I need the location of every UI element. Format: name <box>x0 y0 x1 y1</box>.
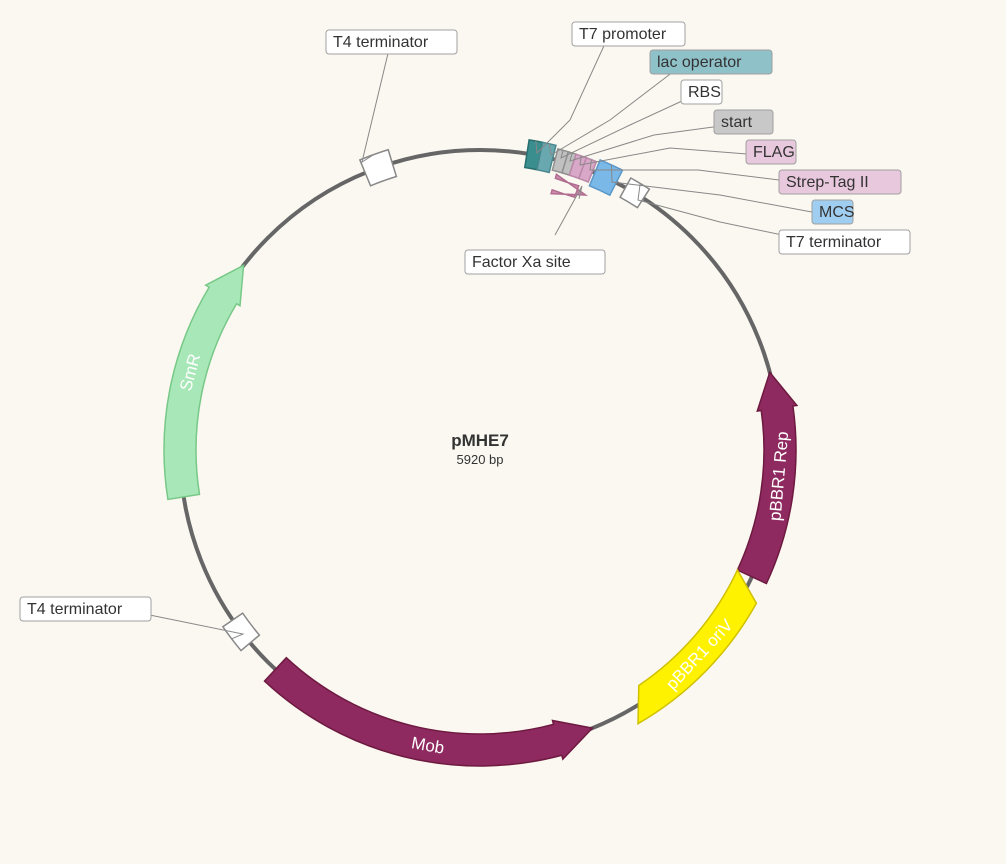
svg-text:pBBR1 oriV: pBBR1 oriV <box>662 615 737 693</box>
label-t4-term-1[interactable]: T4 terminator <box>326 30 457 54</box>
svg-text:T4 terminator: T4 terminator <box>333 34 429 51</box>
svg-text:T7 terminator: T7 terminator <box>786 234 882 251</box>
label-mcs[interactable]: MCS <box>812 200 855 224</box>
label-lac-op[interactable]: lac operator <box>650 50 772 74</box>
feature-t4-term-1[interactable] <box>360 150 397 186</box>
leader-start <box>570 125 728 161</box>
svg-text:Factor Xa site: Factor Xa site <box>472 254 571 271</box>
leader-t7-prom <box>536 37 608 153</box>
plasmid-map: pMHE75920 bppBBR1 ReppBBR1 oriVMobSmRT4 … <box>0 0 1006 864</box>
label-factor-xa[interactable]: Factor Xa site <box>465 250 605 274</box>
label-strep[interactable]: Strep-Tag II <box>779 170 901 194</box>
svg-text:T7 promoter: T7 promoter <box>579 26 667 43</box>
svg-text:T4 terminator: T4 terminator <box>27 601 123 618</box>
svg-text:FLAG: FLAG <box>753 144 795 161</box>
svg-text:Strep-Tag II: Strep-Tag II <box>786 174 869 191</box>
label-t7-term[interactable]: T7 terminator <box>779 230 910 254</box>
label-t7-prom[interactable]: T7 promoter <box>572 22 685 46</box>
feature-t7-term[interactable] <box>620 178 649 208</box>
label-t4-term-2[interactable]: T4 terminator <box>20 597 151 621</box>
plasmid-name: pMHE7 <box>451 431 509 450</box>
svg-text:lac operator: lac operator <box>657 54 742 71</box>
label-flag[interactable]: FLAG <box>746 140 796 164</box>
label-start[interactable]: start <box>714 110 773 134</box>
feature-smr[interactable] <box>164 265 244 499</box>
svg-text:RBS: RBS <box>688 84 721 101</box>
svg-text:MCS: MCS <box>819 204 855 221</box>
label-rbs[interactable]: RBS <box>681 80 722 104</box>
leader-t4-term-1 <box>362 45 390 162</box>
svg-text:start: start <box>721 114 753 131</box>
plasmid-size: 5920 bp <box>457 452 504 467</box>
